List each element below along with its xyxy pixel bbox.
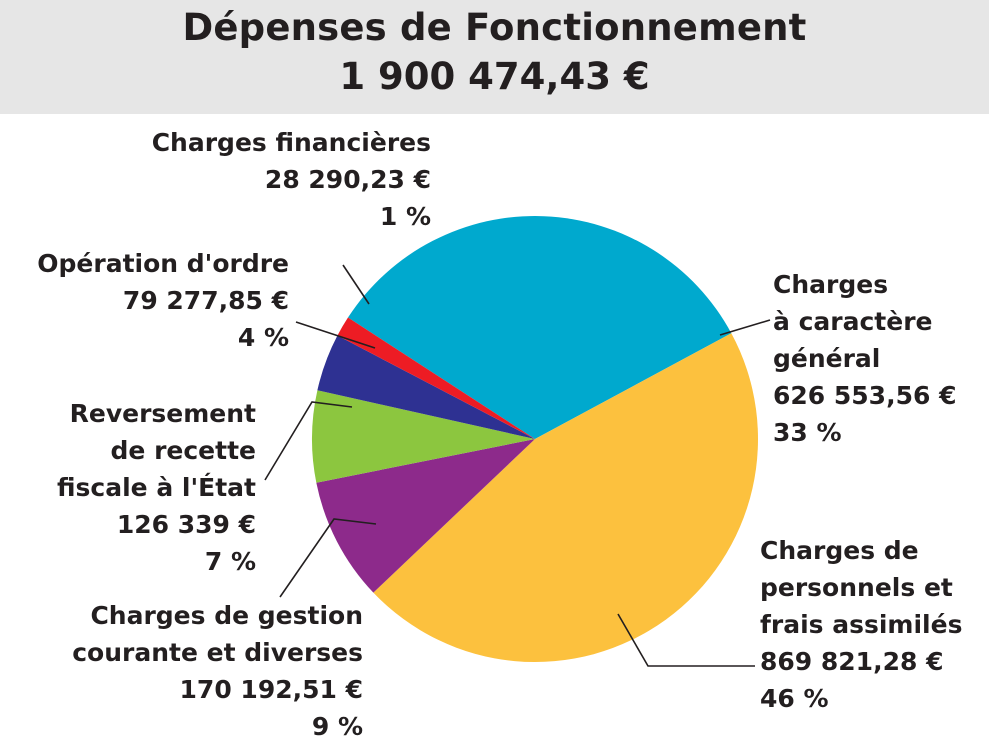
label-charges-financieres: Charges financières 28 290,23 € 1 % <box>152 124 431 235</box>
leader-line-2 <box>279 518 377 598</box>
slice-label-line: courante et diverses <box>72 638 363 667</box>
slice-percent: 33 % <box>773 418 842 447</box>
slice-value: 28 290,23 € <box>264 165 431 194</box>
pie-slice-2 <box>316 439 535 593</box>
slice-value: 79 277,85 € <box>122 286 289 315</box>
slice-percent: 1 % <box>379 202 431 231</box>
label-operation-ordre: Opération d'ordre 79 277,85 € 4 % <box>37 245 289 356</box>
slice-value: 170 192,51 € <box>179 675 363 704</box>
slice-value: 126 339 € <box>116 510 256 539</box>
slice-label-line: à caractère <box>773 307 933 336</box>
slice-label-line: personnels et <box>760 573 953 602</box>
slice-label-line: Opération d'ordre <box>37 249 289 278</box>
leader-line-1 <box>617 613 755 667</box>
slice-label-line: de recette <box>110 436 256 465</box>
slice-label-line: frais assimilés <box>760 610 963 639</box>
label-reversement-recette: Reversement de recette fiscale à l'État … <box>57 395 256 580</box>
slice-label-line: Charges <box>773 270 889 299</box>
label-charges-gestion-courante: Charges de gestion courante et diverses … <box>72 597 363 745</box>
leader-line-4 <box>295 321 376 349</box>
leader-line-3 <box>264 401 353 481</box>
slice-label-line: général <box>773 344 881 373</box>
slice-percent: 46 % <box>760 684 829 713</box>
leader-line-5 <box>342 264 370 305</box>
slice-value: 626 553,56 € <box>773 381 957 410</box>
slice-label-line: Charges de gestion <box>90 601 363 630</box>
pie-slice-1 <box>373 333 759 663</box>
pie-slice-4 <box>317 335 535 439</box>
chart-total: 1 900 474,43 € <box>339 55 650 98</box>
label-charges-caractere-general: Charges à caractère général 626 553,56 €… <box>773 266 956 451</box>
slice-percent: 7 % <box>204 547 256 576</box>
slice-label-line: Reversement <box>69 399 256 428</box>
slice-label-line: Charges financières <box>151 128 431 157</box>
slice-label-line: Charges de <box>760 536 919 565</box>
chart-header: Dépenses de Fonctionnement 1 900 474,43 … <box>0 0 989 114</box>
slice-percent: 9 % <box>311 712 363 741</box>
chart-title: Dépenses de Fonctionnement <box>182 6 807 49</box>
pie-slice-5 <box>337 317 535 439</box>
leader-line-0 <box>719 319 771 336</box>
slice-label-line: fiscale à l'État <box>57 473 256 502</box>
pie-slice-3 <box>311 390 535 483</box>
slice-value: 869 821,28 € <box>760 647 944 676</box>
pie-slice-0 <box>347 216 732 439</box>
slice-percent: 4 % <box>237 323 289 352</box>
label-charges-personnels: Charges de personnels et frais assimilés… <box>760 532 962 717</box>
